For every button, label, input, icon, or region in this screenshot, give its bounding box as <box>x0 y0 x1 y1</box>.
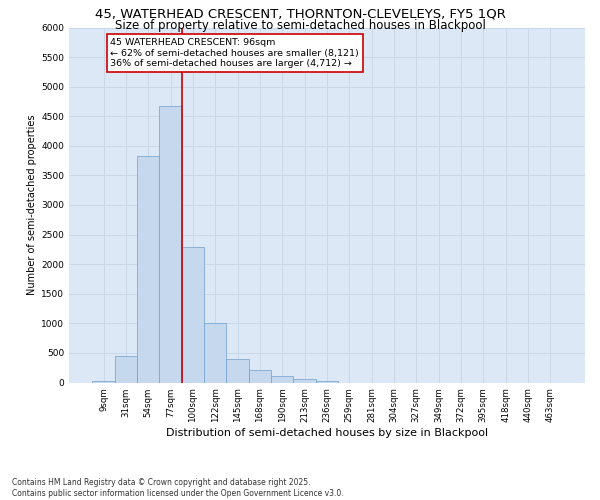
Bar <box>293 378 316 382</box>
Text: Size of property relative to semi-detached houses in Blackpool: Size of property relative to semi-detach… <box>115 18 485 32</box>
Bar <box>137 156 160 382</box>
Bar <box>160 106 182 382</box>
Bar <box>271 376 293 382</box>
Bar <box>182 247 204 382</box>
Bar <box>316 380 338 382</box>
Bar <box>115 356 137 382</box>
Bar <box>204 322 226 382</box>
Bar <box>226 359 249 382</box>
Text: 45, WATERHEAD CRESCENT, THORNTON-CLEVELEYS, FY5 1QR: 45, WATERHEAD CRESCENT, THORNTON-CLEVELE… <box>95 8 505 20</box>
Bar <box>249 370 271 382</box>
Text: 45 WATERHEAD CRESCENT: 96sqm
← 62% of semi-detached houses are smaller (8,121)
3: 45 WATERHEAD CRESCENT: 96sqm ← 62% of se… <box>110 38 359 68</box>
Text: Contains HM Land Registry data © Crown copyright and database right 2025.
Contai: Contains HM Land Registry data © Crown c… <box>12 478 344 498</box>
Bar <box>92 380 115 382</box>
Y-axis label: Number of semi-detached properties: Number of semi-detached properties <box>27 115 37 295</box>
X-axis label: Distribution of semi-detached houses by size in Blackpool: Distribution of semi-detached houses by … <box>166 428 488 438</box>
